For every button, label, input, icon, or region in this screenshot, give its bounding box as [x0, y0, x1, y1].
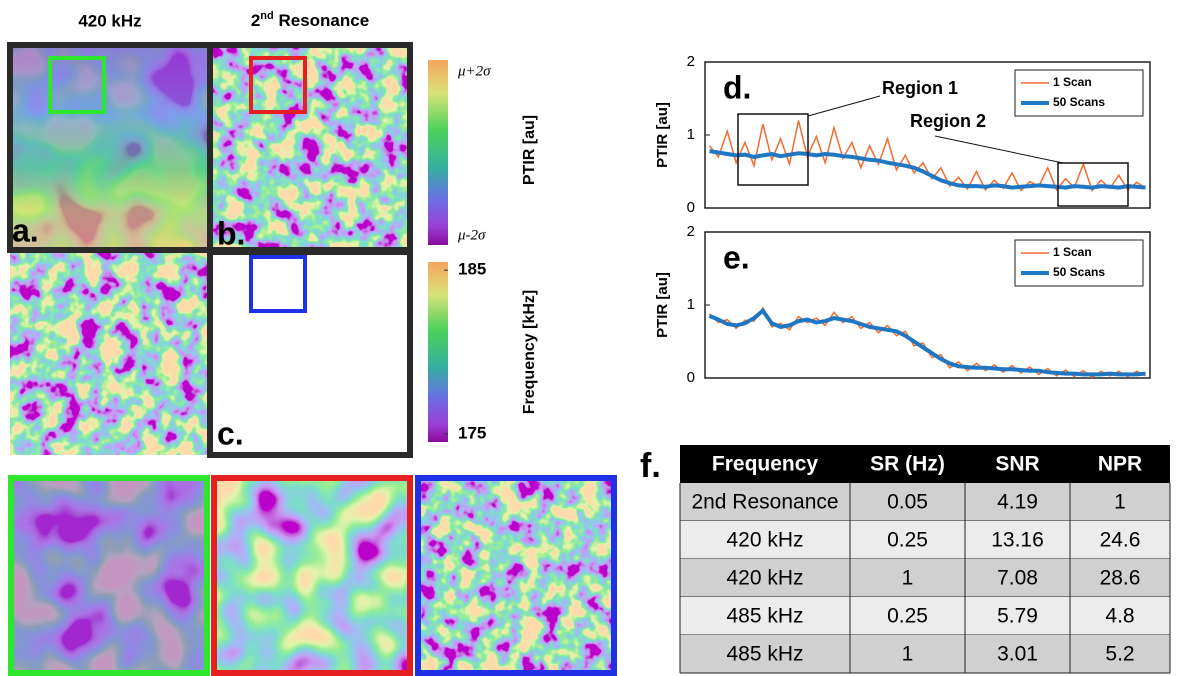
panel-label: d. — [723, 69, 751, 105]
table-cell: 1 — [902, 643, 914, 666]
region-box — [737, 113, 809, 186]
table-cell: 0.25 — [887, 529, 928, 552]
region-box — [1057, 162, 1129, 207]
zoom-blue — [418, 478, 614, 673]
table-row — [680, 483, 1170, 521]
table-header-cell: NPR — [1098, 453, 1142, 476]
colorbar-title: PTIR [au] — [521, 115, 538, 185]
region-box — [48, 56, 106, 114]
table-header-cell: Frequency — [712, 453, 819, 476]
panel-border — [207, 249, 413, 458]
region-box — [249, 56, 307, 114]
colorbar — [428, 262, 448, 442]
colorbar — [428, 60, 448, 245]
table-row — [680, 597, 1170, 635]
legend-box — [1014, 239, 1144, 287]
panel-label: c. — [217, 415, 244, 451]
colorbar-label: μ-2σ — [457, 227, 486, 243]
table-cell: 7.08 — [997, 567, 1038, 590]
table-cell: 0.05 — [887, 491, 928, 514]
title-sup: nd — [260, 10, 273, 22]
y-tick-label: 0 — [687, 199, 695, 216]
title-part: 2 — [251, 11, 260, 30]
table-cell: 4.8 — [1105, 605, 1134, 628]
table-cell: 13.16 — [991, 529, 1044, 552]
table-cell: 485 kHz — [726, 605, 803, 628]
legend-label: 1 Scan — [1053, 75, 1092, 89]
colorbar-label: μ+2σ — [457, 63, 491, 79]
panel-label: b. — [217, 215, 245, 251]
heatmap-a-texture — [10, 45, 210, 250]
annotation: Region 2 — [910, 111, 986, 131]
y-tick-label: 1 — [687, 126, 695, 143]
leader-line — [934, 135, 1064, 164]
panel-label: f. — [640, 447, 661, 485]
table-cell: 0.25 — [887, 605, 928, 628]
panel-title: 2nd Resonance — [251, 10, 369, 31]
line — [708, 307, 1146, 377]
table-cell: 2nd Resonance — [691, 491, 838, 514]
table-cell: 28.6 — [1100, 567, 1141, 590]
colorbar-title: Frequency [kHz] — [521, 290, 538, 414]
table-header — [680, 445, 1170, 483]
table-row — [680, 521, 1170, 559]
y-tick-label: 0 — [687, 369, 695, 386]
y-axis-label: PTIR [au] — [654, 272, 671, 338]
table-cell: 1 — [902, 567, 914, 590]
annotation: Region 1 — [882, 78, 958, 98]
panel-label: e. — [723, 239, 750, 275]
legend-label: 50 Scans — [1053, 95, 1105, 109]
legend-box — [1014, 69, 1144, 117]
leader-line — [807, 95, 881, 117]
title-part: Resonance — [274, 11, 369, 30]
zoom-border — [211, 475, 413, 676]
colorbar-tick-label: 185 — [458, 260, 486, 279]
panel-label: a. — [12, 212, 39, 248]
table-header-cell: SNR — [995, 453, 1039, 476]
region-box — [249, 255, 307, 313]
table-row — [680, 559, 1170, 597]
table-cell: 4.19 — [997, 491, 1038, 514]
zoom-red — [214, 478, 410, 673]
table-cell: 420 kHz — [726, 529, 803, 552]
table-row — [680, 635, 1170, 673]
table-cell: 420 kHz — [726, 567, 803, 590]
zoom-border — [415, 475, 617, 676]
legend-label: 1 Scan — [1053, 245, 1092, 259]
zoom-border — [8, 475, 210, 676]
table-header-cell: SR (Hz) — [870, 453, 945, 476]
table-cell: 5.2 — [1105, 643, 1134, 666]
y-axis-label: PTIR [au] — [654, 102, 671, 168]
table-cell: 24.6 — [1100, 529, 1141, 552]
y-tick-label: 2 — [687, 53, 695, 70]
line — [709, 149, 1146, 190]
colorbar-tick-label: 175 — [458, 423, 486, 442]
heatmap-b — [210, 45, 410, 250]
zoom-green — [11, 478, 207, 673]
table-cell: 485 kHz — [726, 643, 803, 666]
y-tick-label: 1 — [687, 296, 695, 313]
table-cell: 3.01 — [997, 643, 1038, 666]
table-cell: 1 — [1114, 491, 1126, 514]
heatmap-c — [10, 252, 210, 455]
y-tick-label: 2 — [687, 223, 695, 240]
table-cell: 5.79 — [997, 605, 1038, 628]
panel-title: 420 kHz — [78, 11, 141, 30]
legend-label: 50 Scans — [1053, 265, 1105, 279]
